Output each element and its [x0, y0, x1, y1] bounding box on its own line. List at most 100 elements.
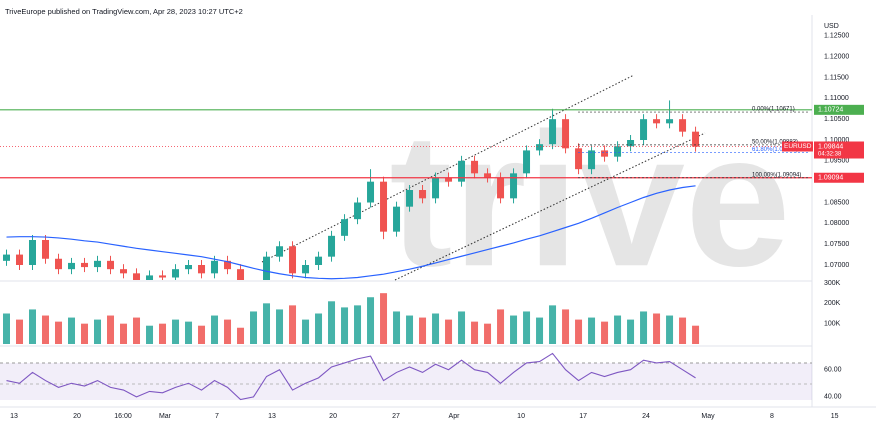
candle-body: [328, 235, 336, 257]
volume-bar: [29, 309, 37, 344]
volume-bar: [198, 325, 206, 344]
y-tick-label: 1.08000: [824, 220, 849, 227]
volume-bar: [380, 293, 388, 344]
y-tick-label: 200K: [824, 300, 841, 307]
volume-bar: [185, 321, 193, 344]
volume-bar: [341, 307, 349, 344]
candle-body: [42, 240, 50, 259]
x-tick-label: 17: [579, 413, 587, 420]
x-tick-label: 13: [10, 413, 18, 420]
y-tick-label: 1.12000: [824, 54, 849, 61]
candle-body: [198, 265, 206, 274]
candle-body: [562, 119, 570, 149]
candle-body: [432, 177, 440, 199]
volume-bar: [81, 323, 89, 344]
volume-bar: [107, 315, 115, 344]
volume-bar: [510, 315, 518, 344]
volume-bar: [614, 315, 622, 344]
volume-bar: [601, 321, 609, 344]
volume-bar: [523, 311, 531, 344]
candle-body: [393, 206, 401, 232]
candle-body: [627, 140, 635, 147]
fib-label: 61.80%(1.09696): [752, 147, 798, 153]
volume-bar: [55, 321, 63, 344]
candle-body: [120, 269, 128, 274]
candle-body: [653, 119, 661, 124]
volume-bar: [94, 319, 102, 344]
candle-body: [3, 254, 11, 261]
volume-bar: [224, 319, 232, 344]
candle-body: [211, 260, 219, 274]
volume-bar: [302, 319, 310, 344]
volume-bar: [627, 319, 635, 344]
candle-body: [55, 258, 63, 270]
candle-body: [224, 260, 232, 270]
candle-body: [29, 240, 37, 265]
fib-label: 100.00%(1.09094): [752, 172, 801, 178]
candle-body: [484, 173, 492, 178]
volume-bar: [406, 315, 414, 344]
volume-bar: [640, 311, 648, 344]
volume-bar: [354, 305, 362, 344]
y-tick-label: 1.07000: [824, 262, 849, 269]
candle-body: [536, 144, 544, 151]
candle-body: [588, 150, 596, 170]
candle-body: [237, 269, 245, 280]
volume-bar: [211, 315, 219, 344]
volume-bar: [68, 317, 76, 344]
candle-body: [510, 173, 518, 199]
y-tick-label: 1.10500: [824, 116, 849, 123]
volume-bar: [16, 319, 24, 344]
y-tick-label: 1.07500: [824, 241, 849, 248]
symbol-label: EURUSD: [784, 143, 812, 150]
symbol-tag: [782, 141, 813, 152]
x-tick-label: Mar: [159, 413, 172, 420]
fib-label: 0.00%(1.10671): [752, 107, 795, 113]
y-tick-label: 1.11000: [824, 95, 849, 102]
candle-body: [549, 119, 557, 145]
candle-body: [133, 273, 141, 280]
candle-body: [315, 256, 323, 265]
x-tick-label: 24: [642, 413, 650, 420]
header: TriveEurope published on TradingView.com…: [5, 7, 243, 16]
volume-bar: [575, 319, 583, 344]
level-tag: [814, 104, 864, 115]
candle-body: [276, 246, 284, 257]
x-tick-label: Apr: [449, 413, 461, 420]
rsi-band: [0, 363, 812, 400]
candle-body: [679, 119, 687, 132]
candle-body: [159, 275, 167, 278]
candle-body: [419, 190, 427, 199]
volume-bar: [692, 325, 700, 344]
candle-body: [289, 246, 297, 274]
price-pane: [3, 100, 700, 280]
volume-bar: [679, 317, 687, 344]
watermark: trive: [389, 94, 790, 306]
volume-bar: [497, 309, 505, 344]
moving-average: [6, 185, 696, 280]
y-tick-label: 1.11500: [824, 74, 849, 81]
volume-bar: [458, 311, 466, 344]
volume-bar: [250, 311, 258, 344]
volume-bar: [588, 317, 596, 344]
candle-body: [367, 181, 375, 203]
volume-bar: [367, 297, 375, 344]
candle-body: [107, 260, 115, 270]
candle-body: [172, 269, 180, 278]
x-tick-label: 8: [770, 413, 774, 420]
candle-body: [81, 262, 89, 268]
candle-body: [302, 265, 310, 274]
y-tick-label: 1.08500: [824, 199, 849, 206]
candle-body: [614, 146, 622, 157]
last-price-tag: [814, 141, 864, 159]
candle-body: [692, 131, 700, 147]
volume-bar: [393, 311, 401, 344]
rsi-line: [6, 352, 696, 401]
level-tag: [814, 172, 864, 183]
x-tick-label: 20: [329, 413, 337, 420]
volume-bar: [419, 317, 427, 344]
volume-bar: [263, 303, 271, 344]
currency: USD: [824, 23, 839, 30]
